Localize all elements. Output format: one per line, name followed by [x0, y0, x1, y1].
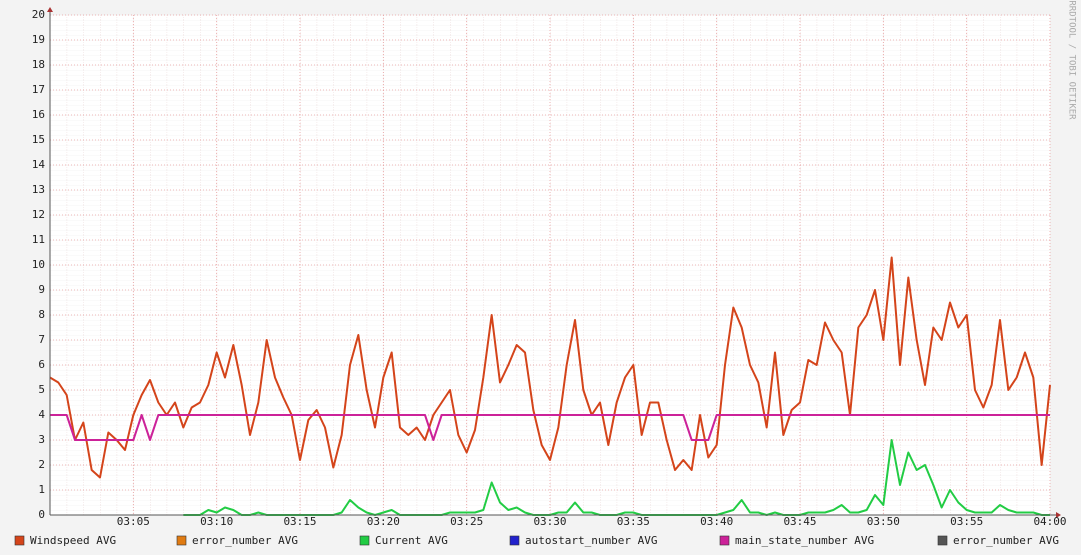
x-tick-label: 03:25 — [450, 515, 483, 528]
y-tick-label: 11 — [32, 233, 45, 246]
x-tick-label: 03:45 — [783, 515, 816, 528]
x-arrow — [1056, 512, 1061, 518]
x-tick-label: 03:30 — [533, 515, 566, 528]
y-tick-label: 9 — [38, 283, 45, 296]
legend-swatch — [719, 535, 730, 546]
series-line — [49, 256, 1051, 479]
y-tick-label: 20 — [32, 8, 45, 21]
x-tick-label: 03:55 — [950, 515, 983, 528]
x-tick-label: 03:05 — [117, 515, 150, 528]
y-tick-label: 5 — [38, 383, 45, 396]
x-tick-label: 03:15 — [283, 515, 316, 528]
x-tick-label: 03:40 — [700, 515, 733, 528]
y-tick-label: 13 — [32, 183, 45, 196]
y-tick-label: 10 — [32, 258, 45, 271]
y-tick-label: 17 — [32, 83, 45, 96]
y-tick-label: 1 — [38, 483, 45, 496]
legend-label: Current AVG — [375, 534, 448, 547]
legend-swatch — [509, 535, 520, 546]
y-arrow — [47, 7, 53, 12]
legend-label: autostart_number AVG — [525, 534, 657, 547]
x-tick-label: 03:35 — [617, 515, 650, 528]
y-tick-label: 3 — [38, 433, 45, 446]
x-tick-label: 03:50 — [867, 515, 900, 528]
y-tick-label: 0 — [38, 508, 45, 521]
y-tick-label: 12 — [32, 208, 45, 221]
x-tick-label: 03:10 — [200, 515, 233, 528]
y-tick-label: 4 — [38, 408, 45, 421]
legend-label: error_number AVG — [953, 534, 1059, 547]
y-tick-label: 16 — [32, 108, 45, 121]
y-tick-label: 7 — [38, 333, 45, 346]
x-tick-label: 03:20 — [367, 515, 400, 528]
legend-label: Windspeed AVG — [30, 534, 116, 547]
x-tick-label: 04:00 — [1033, 515, 1066, 528]
series-line — [50, 414, 1050, 441]
y-tick-label: 2 — [38, 458, 45, 471]
legend-swatch — [176, 535, 187, 546]
legend-swatch — [14, 535, 25, 546]
legend-swatch — [359, 535, 370, 546]
legend-label: error_number AVG — [192, 534, 298, 547]
side-label: RRDTOOL / TOBI OETIKER — [1067, 0, 1077, 120]
legend-swatch — [937, 535, 948, 546]
y-tick-label: 15 — [32, 133, 45, 146]
y-tick-label: 8 — [38, 308, 45, 321]
y-tick-label: 14 — [32, 158, 46, 171]
y-tick-label: 18 — [32, 58, 45, 71]
y-tick-label: 19 — [32, 33, 45, 46]
y-tick-label: 6 — [38, 358, 45, 371]
legend-label: main_state_number AVG — [735, 534, 874, 547]
